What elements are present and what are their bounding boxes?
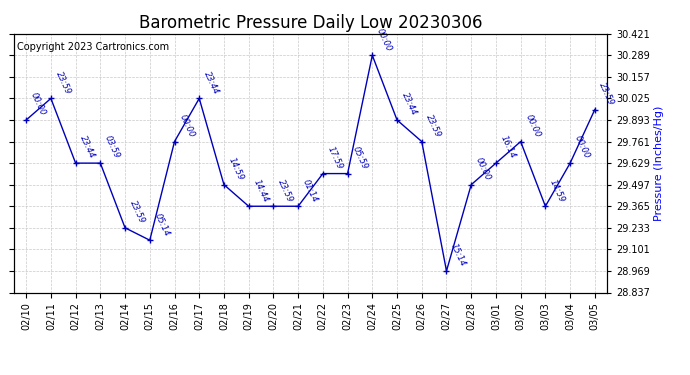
Text: 14:44: 14:44 xyxy=(251,178,270,204)
Text: 14:59: 14:59 xyxy=(548,178,566,204)
Text: 05:14: 05:14 xyxy=(152,211,171,237)
Text: 16:14: 16:14 xyxy=(499,135,518,160)
Text: 00:00: 00:00 xyxy=(524,113,542,139)
Text: 01:14: 01:14 xyxy=(301,178,319,204)
Text: 03:59: 03:59 xyxy=(103,135,121,160)
Text: 17:59: 17:59 xyxy=(326,145,344,171)
Text: 23:44: 23:44 xyxy=(202,70,221,96)
Y-axis label: Pressure (Inches/Hg): Pressure (Inches/Hg) xyxy=(654,105,664,221)
Text: 23:59: 23:59 xyxy=(424,113,443,139)
Text: 23:59: 23:59 xyxy=(54,70,72,96)
Text: Copyright 2023 Cartronics.com: Copyright 2023 Cartronics.com xyxy=(17,42,169,51)
Text: 00:00: 00:00 xyxy=(573,135,591,160)
Text: 14:59: 14:59 xyxy=(227,156,245,182)
Text: 23:44: 23:44 xyxy=(400,92,418,117)
Text: 05:59: 05:59 xyxy=(351,145,369,171)
Text: 23:59: 23:59 xyxy=(128,199,146,225)
Text: 00:00: 00:00 xyxy=(375,27,393,52)
Text: 23:44: 23:44 xyxy=(79,135,97,160)
Text: 23:59: 23:59 xyxy=(276,178,295,204)
Title: Barometric Pressure Daily Low 20230306: Barometric Pressure Daily Low 20230306 xyxy=(139,14,482,32)
Text: 15:14: 15:14 xyxy=(449,242,468,268)
Text: 00:00: 00:00 xyxy=(474,156,493,182)
Text: 00:00: 00:00 xyxy=(177,113,196,139)
Text: 00:00: 00:00 xyxy=(29,92,48,117)
Text: 23:59: 23:59 xyxy=(598,81,616,107)
